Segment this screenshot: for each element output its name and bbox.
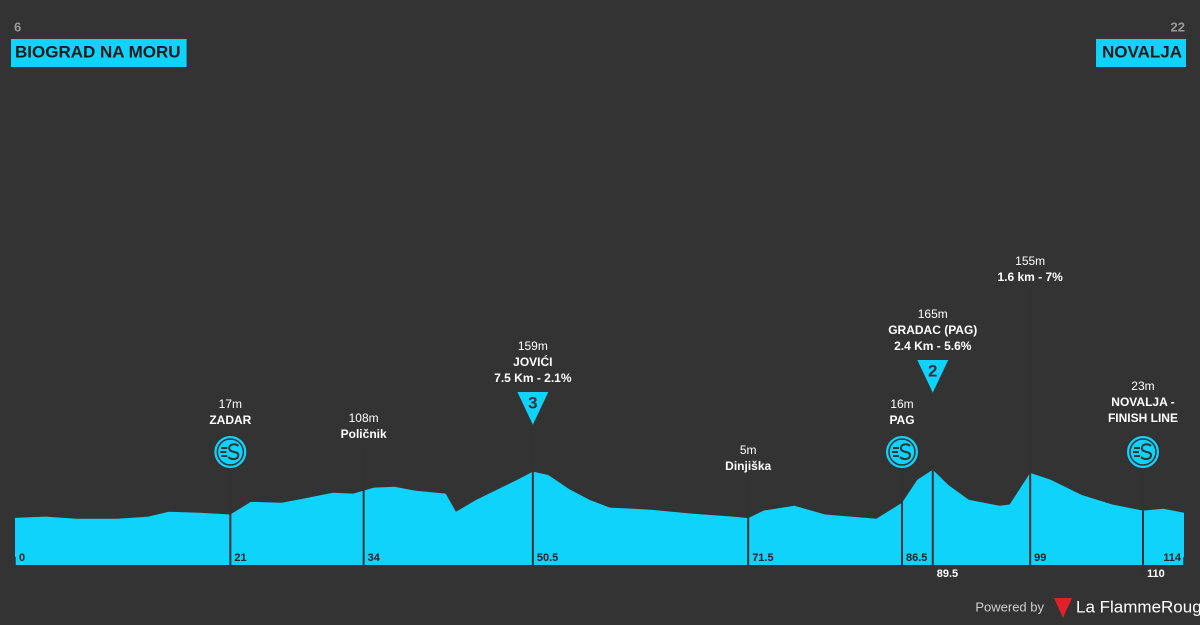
point-label: ZADAR (209, 413, 251, 427)
climb-icon (514, 390, 552, 430)
brand-logo (1054, 598, 1072, 618)
brand: La FlammeRouge (1076, 597, 1200, 616)
x-tick-label: 99 (1034, 552, 1046, 564)
x-tick-label: 0 (19, 552, 25, 564)
sprint-icon-glyph (1132, 443, 1152, 461)
sprint-icon (212, 434, 249, 470)
point-elevation: 155m (1015, 254, 1045, 268)
sprint-icon-ring (888, 438, 916, 466)
point-elevation: 165m (918, 307, 948, 321)
x-tick-label: 89.5 (937, 568, 958, 580)
point-label: 7.5 Km - 2.1% (494, 371, 572, 385)
finish-name: NOVALJA (1102, 42, 1182, 61)
point-label: Poličnik (341, 427, 387, 441)
point-elevation: 16m (890, 397, 913, 411)
x-tick-label: 21 (234, 552, 246, 564)
sprint-icon-glyph (220, 443, 240, 461)
point-label: GRADAC (PAG) (888, 323, 977, 337)
sprint-icon-glyph (892, 443, 912, 461)
start-box (11, 39, 187, 67)
point-label: FINISH LINE (1108, 411, 1178, 425)
x-tick-label: 50.5 (537, 552, 558, 564)
x-tick-label: 114 (1163, 552, 1182, 564)
sprint-icon-ring (216, 438, 245, 466)
powered-by: Powered by (975, 599, 1044, 614)
start-elevation: 6 (14, 19, 21, 34)
point-elevation: 17m (219, 397, 242, 411)
point-elevation: 5m (740, 443, 757, 457)
x-tick-label: 86.5 (906, 552, 927, 564)
sprint-icon (884, 434, 921, 470)
point-label: NOVALJA - (1111, 395, 1174, 409)
point-elevation: 159m (518, 339, 548, 353)
point-label: JOVIĆI (513, 354, 552, 369)
sprint-icon-ring (1129, 438, 1157, 466)
sprint-icon (1124, 434, 1161, 470)
climb-category: 2 (928, 361, 937, 380)
elevation-profile (15, 469, 1184, 565)
finish-box (1096, 39, 1186, 67)
point-elevation: 23m (1131, 379, 1154, 393)
climb-icon (914, 358, 952, 398)
point-label: PAG (889, 413, 914, 427)
climb-category: 3 (528, 393, 537, 412)
point-label: 2.4 Km - 5.6% (894, 339, 972, 353)
start-name: BIOGRAD NA MORU (15, 42, 181, 61)
x-tick-label: 34 (368, 552, 381, 564)
finish-elevation: 22 (1171, 19, 1185, 34)
x-tick-label: 71.5 (752, 552, 773, 564)
point-label: 1.6 km - 7% (997, 270, 1063, 284)
point-elevation: 108m (349, 411, 379, 425)
point-label: Dinjiška (725, 459, 771, 473)
x-tick-label: 110 (1147, 568, 1165, 580)
